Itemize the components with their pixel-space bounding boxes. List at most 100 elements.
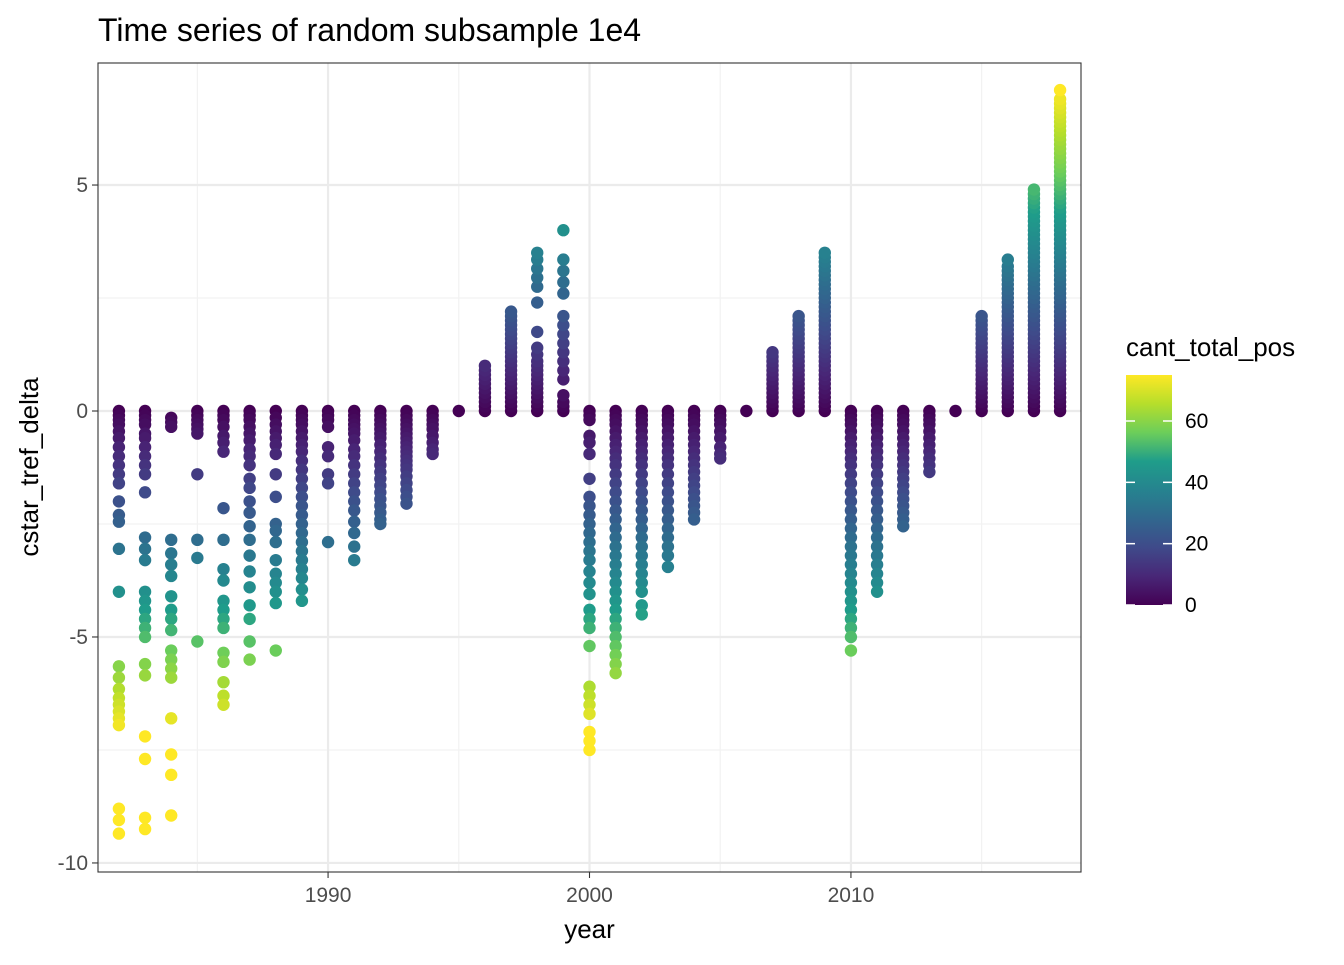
data-point bbox=[870, 486, 884, 499]
data-point bbox=[583, 612, 596, 626]
data-point bbox=[243, 533, 256, 547]
data-point bbox=[583, 490, 596, 504]
data-point bbox=[844, 522, 858, 535]
legend-tick-label: 60 bbox=[1185, 410, 1208, 433]
data-point bbox=[348, 515, 361, 528]
y-axis: -10 -5 0 5 bbox=[58, 174, 98, 875]
data-point bbox=[609, 540, 622, 553]
data-point bbox=[583, 707, 596, 721]
data-point bbox=[870, 576, 884, 589]
data-point bbox=[295, 517, 309, 531]
data-point bbox=[217, 689, 230, 702]
data-point bbox=[138, 431, 152, 445]
data-point bbox=[112, 802, 126, 815]
data-point bbox=[138, 531, 152, 544]
data-point bbox=[609, 648, 622, 662]
data-point bbox=[844, 567, 858, 580]
data-point bbox=[714, 452, 727, 465]
data-point bbox=[557, 327, 570, 341]
data-point bbox=[348, 486, 361, 499]
data-point bbox=[112, 450, 126, 463]
data-point bbox=[1053, 83, 1067, 97]
data-point bbox=[557, 287, 570, 300]
data-point bbox=[321, 450, 335, 463]
data-point bbox=[400, 497, 413, 510]
data-point bbox=[792, 309, 805, 323]
data-point bbox=[661, 560, 675, 574]
data-point bbox=[295, 499, 309, 513]
data-point bbox=[557, 309, 570, 323]
data-point bbox=[138, 669, 152, 682]
data-point bbox=[661, 468, 675, 481]
data-point bbox=[217, 436, 230, 449]
data-point bbox=[243, 581, 256, 594]
data-point bbox=[138, 486, 152, 499]
y-axis-title: cstar_tref_delta bbox=[14, 377, 44, 557]
data-point bbox=[138, 459, 152, 472]
data-point bbox=[243, 459, 256, 472]
data-point bbox=[583, 544, 596, 558]
data-point bbox=[191, 427, 204, 440]
data-point bbox=[661, 504, 675, 517]
data-point bbox=[243, 565, 256, 578]
data-point bbox=[165, 809, 178, 822]
data-point bbox=[295, 553, 309, 567]
data-point bbox=[348, 434, 361, 447]
data-point bbox=[609, 504, 622, 517]
data-point bbox=[112, 459, 126, 472]
data-point bbox=[243, 653, 256, 666]
data-point bbox=[217, 420, 230, 434]
data-point bbox=[844, 644, 858, 657]
data-point bbox=[295, 544, 309, 558]
data-point bbox=[870, 522, 884, 535]
data-point bbox=[583, 447, 596, 461]
data-point bbox=[112, 813, 126, 827]
data-point bbox=[348, 540, 361, 553]
y-tick-label: -10 bbox=[58, 852, 88, 875]
data-point bbox=[975, 309, 988, 323]
data-point bbox=[844, 504, 858, 517]
data-point bbox=[609, 630, 622, 644]
y-tick-label: 5 bbox=[76, 174, 88, 197]
data-point bbox=[609, 558, 622, 571]
data-point bbox=[138, 418, 152, 431]
data-point bbox=[609, 621, 622, 635]
data-point bbox=[112, 827, 126, 840]
data-point bbox=[165, 671, 178, 684]
data-point bbox=[243, 450, 256, 463]
data-point bbox=[165, 569, 178, 583]
data-point bbox=[452, 404, 465, 418]
legend-title: cant_total_pos bbox=[1126, 332, 1295, 362]
data-point bbox=[295, 535, 309, 549]
data-point bbox=[635, 495, 648, 508]
legend-colorbar bbox=[1126, 375, 1172, 605]
data-point bbox=[112, 660, 126, 673]
data-point bbox=[818, 246, 831, 260]
data-point bbox=[138, 440, 152, 454]
data-point bbox=[557, 373, 570, 386]
data-point bbox=[348, 450, 361, 463]
data-point bbox=[609, 531, 622, 544]
y-tick-label: 0 bbox=[76, 400, 88, 423]
data-point bbox=[217, 594, 230, 608]
data-point bbox=[138, 822, 152, 836]
data-point bbox=[923, 465, 936, 479]
data-point bbox=[165, 558, 178, 571]
data-point bbox=[583, 587, 596, 601]
data-point bbox=[583, 621, 596, 635]
data-point bbox=[165, 590, 178, 603]
data-point bbox=[583, 413, 596, 427]
data-point bbox=[112, 431, 126, 445]
data-point bbox=[609, 459, 622, 472]
data-point bbox=[635, 549, 648, 562]
data-point bbox=[557, 264, 570, 278]
data-point bbox=[635, 504, 648, 517]
data-point bbox=[714, 431, 727, 445]
data-point bbox=[165, 712, 178, 725]
data-point bbox=[870, 477, 884, 490]
data-point bbox=[635, 558, 648, 571]
legend-tick-label: 0 bbox=[1185, 594, 1197, 617]
data-point bbox=[112, 542, 126, 556]
data-point bbox=[609, 585, 622, 598]
data-point bbox=[112, 440, 126, 454]
